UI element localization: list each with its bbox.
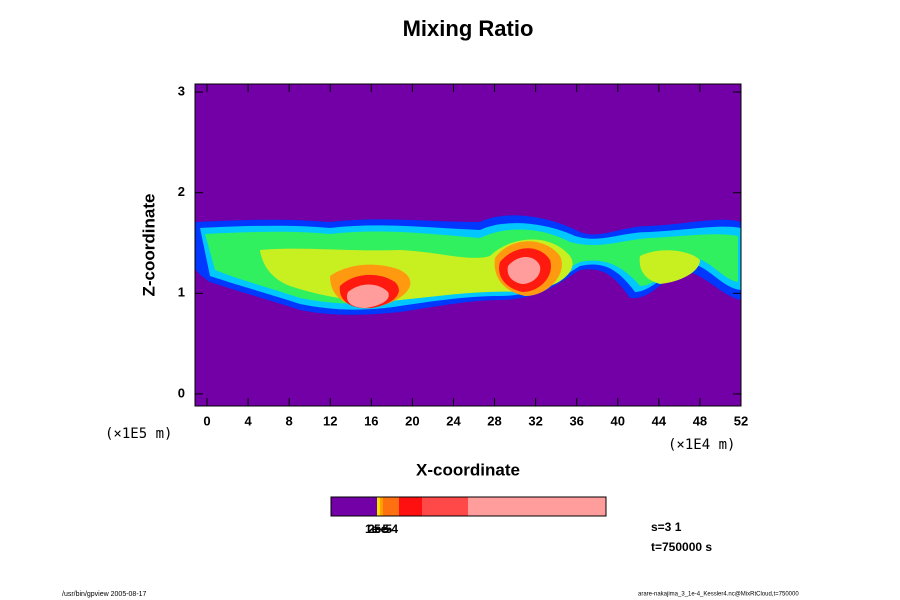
- contour-field: [195, 215, 741, 315]
- x-tick-label: 48: [693, 413, 707, 428]
- x-tick-label: 24: [446, 413, 461, 428]
- colorbar-segment: [377, 497, 380, 516]
- footer-right: arare-nakajima_3_1e-4_Kessler4.nc@MixRtC…: [638, 592, 799, 598]
- contour-pink: [346, 257, 541, 308]
- x-tick-label: 20: [405, 413, 419, 428]
- x-tick-label: 36: [569, 413, 583, 428]
- colorbar-segment: [383, 497, 399, 516]
- plot-frame: [194, 83, 742, 407]
- x-tick-label: 52: [734, 413, 748, 428]
- y-tick-label: 1: [178, 285, 185, 300]
- contour-red: [339, 248, 551, 309]
- x-tick-label: 16: [364, 413, 378, 428]
- x-axis-label: X-coordinate: [416, 460, 520, 479]
- y-tick-label: 3: [178, 83, 185, 98]
- colorbar-label: 2e-5: [368, 522, 392, 536]
- x-tick-label: 32: [528, 413, 542, 428]
- footer-left: /usr/bin/gpview 2005-08-17: [62, 591, 147, 598]
- chart-title: Mixing Ratio: [403, 16, 534, 41]
- colorbar-segment: [380, 497, 383, 516]
- x-unit: (×1E4 m): [668, 437, 735, 453]
- x-tick-label: 8: [286, 413, 293, 428]
- x-tick-label: 28: [487, 413, 501, 428]
- annotation: s=3 1: [651, 520, 682, 534]
- annotation: t=750000 s: [651, 540, 712, 554]
- y-unit: (×1E5 m): [105, 426, 172, 442]
- colorbar-segment: [399, 497, 422, 516]
- colorbar-frame: [330, 496, 607, 517]
- x-tick-label: 40: [611, 413, 625, 428]
- colorbar-segment: [331, 497, 377, 516]
- colorbar-segment: [422, 497, 468, 516]
- y-axis-label: Z-coordinate: [139, 194, 158, 297]
- colorbar-label: 1e-5: [365, 522, 389, 536]
- colorbar-label: 5e-4: [374, 522, 398, 536]
- x-tick-label: 12: [323, 413, 337, 428]
- colorbar-segment: [468, 497, 606, 516]
- y-tick-label: 0: [178, 385, 185, 400]
- x-tick-label: 0: [203, 413, 210, 428]
- x-tick-label: 4: [244, 413, 252, 428]
- y-tick-label: 2: [178, 184, 185, 199]
- x-tick-label: 44: [652, 413, 667, 428]
